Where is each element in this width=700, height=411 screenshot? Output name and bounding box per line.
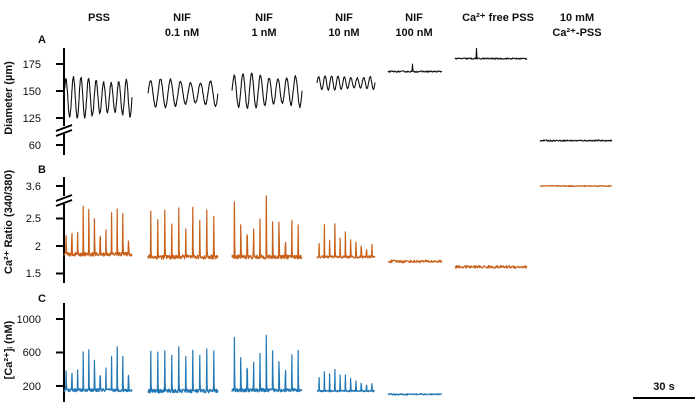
header-10mm: 10 mM [560, 12, 594, 24]
trace-b-5 [454, 264, 528, 269]
trace-a-5 [454, 47, 528, 60]
header-pss: PSS [88, 12, 110, 24]
panel-label-c: C [38, 293, 46, 305]
header-nif-10-conc: 10 nM [328, 27, 359, 39]
trace-a-1 [147, 78, 219, 109]
time-scale-label: 30 s [653, 381, 674, 393]
tick-b-1-5: 1.5 [26, 268, 41, 280]
header-nif-100: NIF [405, 12, 423, 24]
panel-label-a: A [38, 34, 46, 46]
tick-a-175: 175 [23, 59, 41, 71]
header-nif-01-conc: 0.1 nM [165, 27, 199, 39]
ylabel-ratio: Ca²⁺ Ratio (340/380) [3, 170, 15, 275]
tick-b-2: 2 [35, 241, 41, 253]
header-10mm-ca-pss: Ca²⁺-PSS [552, 27, 601, 39]
tick-a-150: 150 [23, 86, 41, 98]
axis-a-break-1 [55, 124, 73, 132]
tick-b-3-6: 3.6 [26, 181, 41, 193]
header-nif-1-conc: 1 nM [251, 27, 276, 39]
trace-a-3 [316, 75, 376, 91]
trace-b-4 [387, 259, 443, 264]
header-nif-1: NIF [255, 12, 273, 24]
trace-a-2 [231, 72, 303, 109]
header-nif-100-conc: 100 nM [395, 27, 432, 39]
header-nif-01: NIF [173, 12, 191, 24]
trace-a-0 [63, 75, 133, 119]
traces [63, 47, 613, 396]
trace-c-0 [63, 346, 133, 393]
trace-c-4 [387, 393, 443, 396]
trace-a-4 [387, 63, 443, 73]
header-nif-10: NIF [335, 12, 353, 24]
ylabel-diameter: Diameter (µm) [3, 61, 15, 135]
panel-label-b: B [38, 164, 46, 176]
axes [55, 48, 73, 402]
trace-b-2 [231, 195, 303, 260]
tick-c-1000: 1000 [17, 314, 41, 326]
axis-b-break-2 [55, 199, 73, 207]
tick-a-125: 125 [23, 113, 41, 125]
axis-b-break-1 [55, 194, 73, 202]
trace-a-6 [539, 139, 613, 142]
tick-a-60: 60 [29, 140, 41, 152]
trace-b-6 [539, 184, 613, 188]
trace-b-3 [316, 223, 376, 259]
tick-labels: 175 150 125 60 3.6 2.5 2 1.5 1000 600 20… [17, 59, 41, 393]
trace-c-1 [147, 346, 219, 394]
tick-c-200: 200 [23, 381, 41, 393]
tick-c-600: 600 [23, 347, 41, 359]
ylabel-calcium: [Ca²⁺]ᵢ (nM) [3, 320, 15, 379]
trace-c-3 [316, 368, 375, 393]
trace-c-2 [231, 334, 303, 393]
trace-b-0 [63, 205, 133, 257]
tick-b-2-5: 2.5 [26, 213, 41, 225]
trace-b-1 [147, 206, 219, 260]
header-ca-free: Ca²⁺ free PSS [462, 12, 534, 24]
axis-a-break-2 [55, 129, 73, 137]
condition-headers: PSS NIF 0.1 nM NIF 1 nM NIF 10 nM NIF 10… [88, 12, 602, 39]
